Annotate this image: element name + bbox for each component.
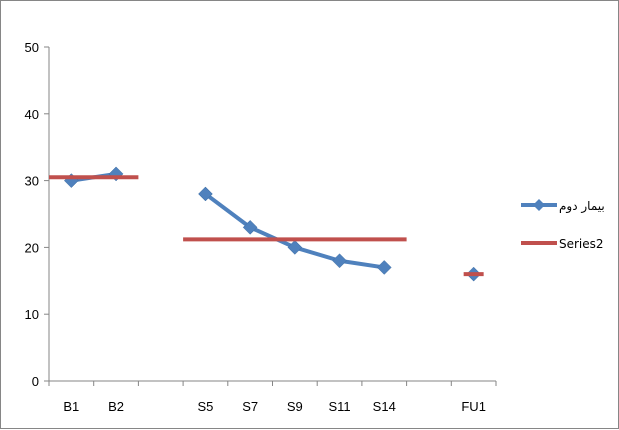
y-ticks: 0 10 20 30 40 50: [25, 40, 49, 389]
legend-marker: [533, 199, 545, 211]
legend-label: Series2: [559, 237, 604, 251]
data-point: [198, 186, 213, 202]
x-tick-label: S11: [328, 399, 350, 414]
x-tick-label: S9: [287, 399, 303, 414]
series-layer: [49, 166, 484, 282]
legend: بیمار دوم Series2: [521, 199, 605, 251]
y-tick-label: 0: [32, 374, 39, 389]
x-tick-label: S5: [197, 399, 213, 414]
data-point: [287, 240, 303, 255]
x-tick-label: S7: [242, 399, 258, 414]
x-tick-label: B2: [108, 399, 124, 414]
x-ticks: B1 B2 S5 S7 S9 S11 S14 FU1: [48, 381, 497, 414]
y-tick-label: 20: [25, 240, 39, 255]
data-point: [242, 220, 258, 235]
y-tick-label: 50: [25, 40, 39, 55]
x-tick-label: S14: [373, 399, 396, 414]
series-1: [63, 166, 482, 282]
x-tick-label: B1: [63, 399, 79, 414]
y-tick-label: 40: [25, 107, 39, 122]
data-point: [376, 260, 392, 275]
data-point: [332, 253, 347, 269]
series-2: [49, 175, 484, 277]
y-tick-label: 10: [25, 307, 39, 322]
legend-label: بیمار دوم: [559, 199, 605, 214]
series-line: [204, 192, 385, 270]
axes: [48, 47, 496, 382]
y-tick-label: 30: [25, 174, 39, 189]
x-tick-label: FU1: [461, 399, 486, 414]
